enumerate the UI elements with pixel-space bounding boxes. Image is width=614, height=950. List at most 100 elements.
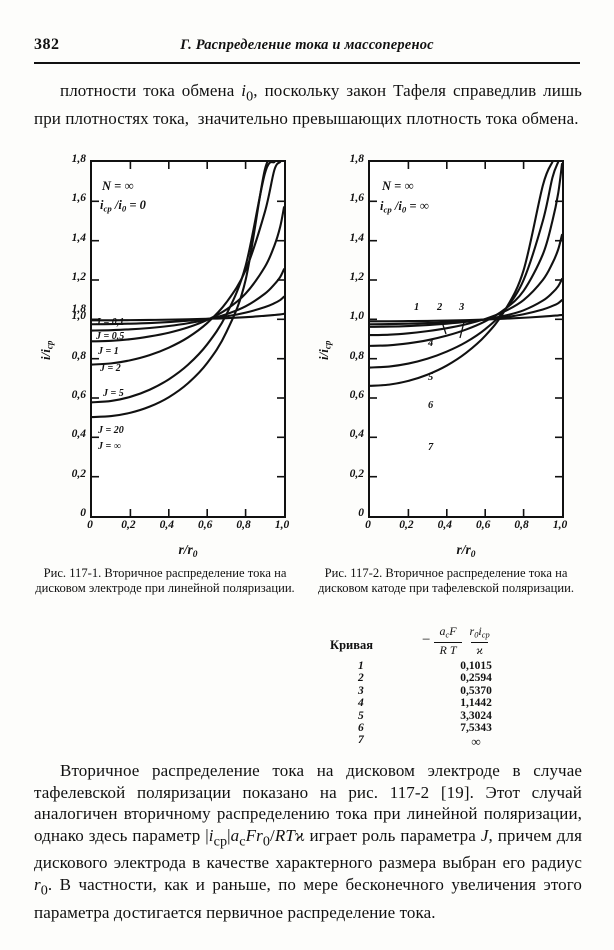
note-N-left: N = ∞ [102, 178, 134, 193]
x-axis-title-left: r/r0 [178, 542, 198, 560]
figure-117-2: i/iср [316, 150, 580, 560]
caption-117-2: Рис. 117-2. Вторичное распределение тока… [318, 566, 574, 595]
x-tick-label: 0 [87, 519, 93, 531]
figure-117-1: i/iср 1,8 [38, 150, 302, 560]
y-tick-label: 0,2 [349, 467, 364, 480]
y-tick-label: 1,2 [349, 271, 364, 283]
table-col-value-header: − acF R T r0iср ϰ [422, 624, 495, 656]
table-row: 3 0,5370 [330, 685, 580, 697]
curve-5 [370, 162, 562, 347]
x-tick-label: 0,8 [236, 519, 251, 531]
y-tick-label: 1,0 [349, 310, 364, 323]
header-rule [34, 62, 580, 65]
y-tick-label: 0,4 [71, 428, 86, 441]
y-tick-label: 1,4 [71, 231, 86, 244]
curve-number-6: 6 [428, 400, 434, 411]
note-N-right: N = ∞ [382, 178, 414, 193]
table-cell-curve: 1 [358, 660, 364, 672]
curve-7 [370, 162, 554, 387]
table-cell-value: 1,1442 [460, 697, 492, 710]
page-number: 382 [34, 36, 60, 53]
y-tick-label: 0,6 [71, 389, 86, 401]
curve-j-5 [92, 162, 282, 366]
y-tick-label: 0 [358, 507, 364, 519]
x-axis-title-right: r/r0 [456, 542, 476, 560]
y-tick-label: 0 [80, 507, 86, 519]
table-cell-value: 0,2594 [460, 672, 492, 685]
fraction-numerator-2: r0iср [469, 624, 490, 640]
x-tick-label: 0 [365, 519, 371, 531]
y-tick-label: 1,8 [71, 153, 86, 165]
table-row: 5 3,3024 [330, 710, 580, 722]
curve-number-4: 4 [428, 338, 434, 349]
y-tick-label: 0,2 [71, 467, 86, 480]
table-cell-value: 0,1015 [460, 660, 492, 672]
fraction-denominator-1: R T [434, 641, 462, 656]
curve-number-1: 1 [414, 302, 420, 313]
curve-label-J-0-5: J = 0,5 [96, 331, 125, 342]
x-tick-label: 0,2 [121, 519, 136, 531]
plot-area-right [368, 160, 564, 518]
curve-4 [370, 233, 562, 337]
table-cell-curve: 2 [358, 672, 364, 685]
curve-number-3: 3 [459, 302, 465, 313]
y-tick-label: 1,6 [71, 192, 86, 205]
curve-6 [370, 162, 560, 369]
fraction-numerator-1: acF [439, 624, 457, 640]
y-tick-label: 0,8 [71, 349, 86, 362]
curve-label-J-20: J = 20 [98, 425, 124, 436]
fraction-alpha-F-RT: acF R T [434, 624, 462, 656]
x-tick-label: 0,2 [399, 519, 414, 531]
paragraph-bottom: Вторичное распределение тока на дисковом… [34, 761, 583, 922]
x-tick-label: 1,0 [552, 519, 568, 531]
note-ratio-left: iср /i0 = 0 [100, 198, 146, 214]
curves-right [370, 162, 562, 516]
curve-number-2: 2 [437, 302, 443, 313]
running-head: 382 Г. Распределение тока и массоперенос [34, 36, 580, 58]
paragraph-top: плотности тока обмена i0, поскольку зако… [34, 81, 582, 128]
y-tick-label: 1,0 [71, 310, 86, 323]
curve-label-J-0-1: J = 0,1 [96, 317, 125, 328]
y-tick-label: 1,8 [349, 153, 364, 165]
table-cell-value: 3,3024 [460, 709, 492, 722]
table-cell-value: ∞ [471, 734, 481, 750]
y-tick-label: 0,8 [349, 349, 364, 362]
curve-j- [92, 162, 276, 419]
table-cell-curve: 7 [358, 734, 364, 747]
curve-label-J-5: J = 5 [103, 388, 124, 399]
x-tick-label: 0,4 [437, 519, 452, 531]
table-cell-curve: 3 [358, 684, 364, 697]
fraction-denominator-2: ϰ [471, 641, 488, 656]
curve-label-J-1: J = 1 [98, 346, 119, 357]
table-cell-value: 0,5370 [460, 684, 492, 697]
x-tick-label: 1,0 [274, 519, 290, 531]
table-col-curve-header: Кривая [330, 638, 373, 652]
curve-label-J-inf: J = ∞ [98, 441, 121, 452]
x-tick-label: 0,6 [198, 519, 213, 531]
y-tick-label: 1,2 [71, 271, 86, 283]
y-tick-label: 1,6 [349, 192, 364, 205]
y-tick-1-8: 1,8 [71, 303, 86, 315]
table-header-row: Кривая − acF R T r0iср ϰ [330, 624, 580, 662]
y-tick-label: 0,4 [349, 428, 364, 441]
x-tick-label: 0,4 [159, 519, 174, 531]
table-row: 7 ∞ [330, 734, 580, 749]
curve-parameter-table: Кривая − acF R T r0iср ϰ 1 0,1015 2 0,2594 3… [330, 624, 580, 749]
curve-number-5: 5 [428, 372, 434, 383]
x-tick-label: 0,6 [476, 519, 491, 531]
curves-left [92, 162, 284, 516]
curve-j-2 [92, 206, 284, 343]
table-cell-value: 7,5343 [460, 721, 492, 734]
note-ratio-right: iср /i0 = ∞ [380, 198, 429, 215]
table-cell-curve: 5 [358, 709, 364, 722]
table-row: 1 0,1015 [330, 660, 580, 672]
y-tick-label: 1,4 [349, 231, 364, 244]
table-row: 2 0,2594 [330, 672, 580, 684]
table-row: 6 7,5343 [330, 722, 580, 734]
y-tick-label: 0,6 [349, 389, 364, 401]
table-body: 1 0,1015 2 0,2594 3 0,5370 4 1,1442 5 3,3024 6 7,53… [330, 660, 580, 749]
caption-117-1: Рис. 117-1. Вторичное распределение тока… [35, 566, 295, 595]
minus-sign: − [422, 632, 431, 649]
curve-j-20 [92, 162, 276, 404]
